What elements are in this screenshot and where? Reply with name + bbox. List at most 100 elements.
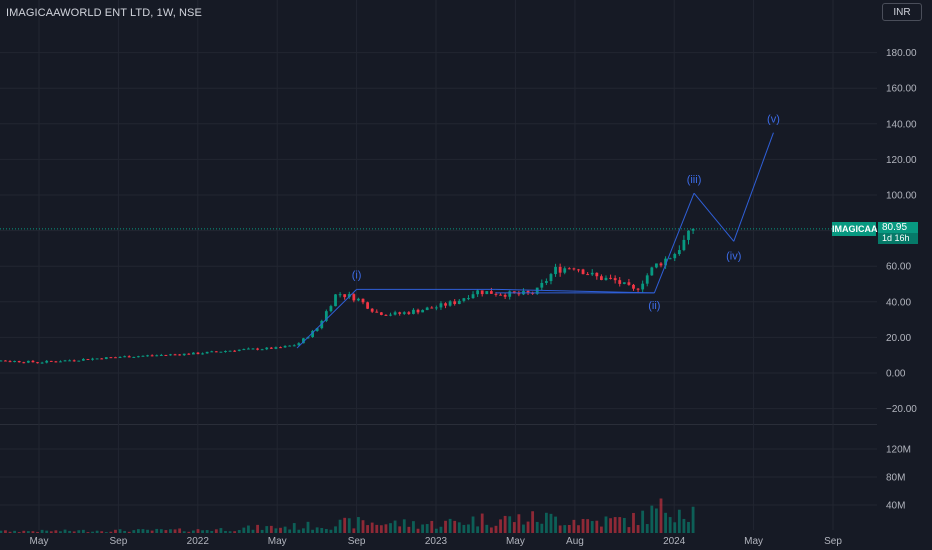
volume-bar (627, 527, 631, 533)
candle-body (219, 351, 223, 353)
volume-bar (68, 530, 72, 533)
candle-body (682, 239, 686, 251)
volume-bar (77, 530, 81, 533)
candle-body (659, 263, 663, 266)
candle-body (17, 361, 21, 363)
candle-body (567, 268, 571, 270)
volume-bar (237, 530, 241, 533)
candle-body (31, 360, 35, 363)
volume-bar (17, 532, 21, 533)
candle-body (329, 306, 333, 312)
volume-bar (389, 523, 392, 533)
volume-bar (577, 525, 580, 533)
candle-body (677, 250, 681, 255)
volume-bar (600, 526, 603, 533)
time-axis-label: Sep (824, 536, 842, 547)
candle-body (366, 302, 370, 309)
volume-bar (531, 511, 535, 533)
volume-bar (334, 526, 337, 533)
wave-label: (iii) (687, 174, 702, 186)
price-tick-label: −20.00 (886, 404, 917, 415)
volume-bar (260, 529, 264, 533)
candle-body (49, 360, 53, 362)
volume-bar (26, 531, 30, 533)
candle-body (22, 362, 26, 364)
volume-bar (526, 521, 530, 533)
candle-body (389, 314, 392, 316)
volume-bar (173, 529, 177, 533)
candle-body (453, 301, 457, 304)
volume-bar (302, 528, 305, 533)
price-tick-label: 160.00 (886, 84, 917, 95)
price-tick-label: 180.00 (886, 48, 917, 59)
candle-body (347, 294, 351, 298)
candle-body (370, 308, 374, 312)
candle-body (563, 268, 567, 273)
candle-body (205, 351, 209, 354)
volume-bar (480, 513, 484, 533)
candle-body (118, 357, 122, 359)
candle-body (338, 294, 342, 296)
candle-body (40, 362, 44, 364)
wave-segment (495, 288, 655, 294)
volume-bar (196, 529, 200, 533)
candle-body (224, 351, 227, 353)
candle-body (590, 272, 594, 275)
volume-bar (503, 515, 507, 533)
candle-body (636, 288, 640, 290)
candle-body (499, 294, 502, 296)
price-tag-countdown: 1d 16h (878, 233, 918, 244)
volume-bar (191, 530, 195, 533)
candle-body (434, 307, 438, 309)
candle-body (81, 358, 85, 361)
volume-bar (522, 524, 525, 533)
candle-body (439, 303, 443, 308)
candle-body (178, 354, 182, 356)
volume-bar (40, 529, 44, 533)
volume-bar (499, 519, 502, 533)
candle-body (311, 330, 314, 338)
volume-bar (311, 529, 314, 533)
volume-bar (444, 520, 447, 533)
candle-body (343, 294, 347, 298)
candle-body (425, 307, 429, 311)
volume-bar (86, 532, 90, 533)
candle-body (540, 282, 544, 288)
currency-button[interactable]: INR (882, 3, 922, 21)
volume-bar (668, 517, 672, 533)
volume-bar (320, 528, 324, 533)
candle-body (315, 328, 319, 331)
volume-bar (118, 529, 122, 533)
volume-bar (178, 528, 182, 533)
time-axis-label: 2023 (425, 536, 448, 547)
volume-bar (269, 525, 273, 533)
candle-body (191, 352, 195, 355)
volume-bar (187, 531, 191, 533)
volume-bar (109, 531, 113, 533)
volume-bar (682, 518, 686, 533)
candle-body (150, 355, 154, 357)
volume-bar (283, 526, 287, 533)
volume-bar (228, 531, 232, 533)
volume-tick-label: 40M (886, 501, 905, 512)
candle-body (91, 358, 94, 360)
candle-body (159, 354, 163, 356)
candle-body (467, 298, 470, 300)
volume-bar (664, 512, 667, 533)
volume-bar (567, 524, 571, 533)
volume-bar (494, 525, 498, 533)
volume-bar (512, 522, 516, 533)
time-axis-label: 2022 (187, 536, 210, 547)
wave-segment (693, 192, 735, 242)
candle-body (173, 354, 177, 356)
candle-body (627, 282, 631, 285)
volume-bar (279, 527, 282, 533)
volume-bar (224, 530, 227, 533)
volume-bar (554, 516, 557, 533)
candle-body (586, 274, 590, 276)
volume-bar (467, 524, 470, 533)
volume-bar (691, 506, 695, 533)
candle-body (36, 362, 39, 364)
candle-body (384, 314, 388, 316)
